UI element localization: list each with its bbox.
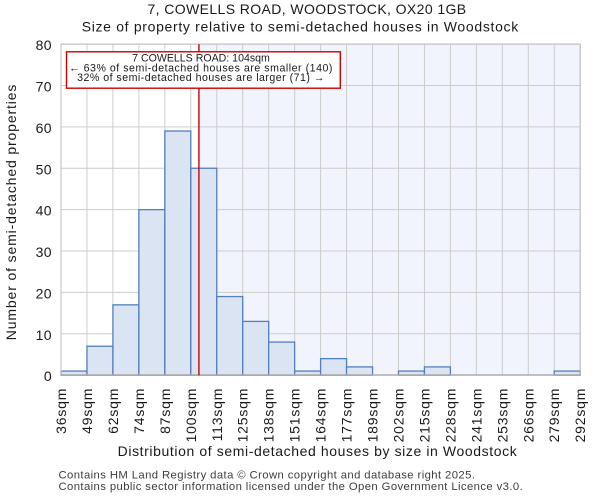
svg-text:Size of property relative to s: Size of property relative to semi-detach… xyxy=(82,19,520,35)
svg-text:7 COWELLS ROAD: 104sqm: 7 COWELLS ROAD: 104sqm xyxy=(132,52,270,64)
svg-text:36sqm: 36sqm xyxy=(53,388,69,434)
svg-text:202sqm: 202sqm xyxy=(390,388,406,443)
svg-text:← 63% of semi-detached houses: ← 63% of semi-detached houses are smalle… xyxy=(69,62,333,74)
svg-text:60: 60 xyxy=(36,120,52,136)
svg-text:74sqm: 74sqm xyxy=(131,388,147,434)
svg-text:253sqm: 253sqm xyxy=(494,388,510,443)
svg-text:Contains public sector informa: Contains public sector information licen… xyxy=(59,481,524,493)
svg-text:Contains HM Land Registry data: Contains HM Land Registry data © Crown c… xyxy=(59,470,476,482)
svg-text:228sqm: 228sqm xyxy=(442,388,458,443)
svg-text:Distribution of semi-detached: Distribution of semi-detached houses by … xyxy=(118,443,518,459)
svg-text:40: 40 xyxy=(36,203,52,219)
svg-text:279sqm: 279sqm xyxy=(546,388,562,443)
svg-text:241sqm: 241sqm xyxy=(468,388,484,443)
svg-text:292sqm: 292sqm xyxy=(572,388,588,443)
svg-text:151sqm: 151sqm xyxy=(287,388,303,443)
svg-text:20: 20 xyxy=(36,285,52,301)
svg-text:10: 10 xyxy=(36,327,52,343)
svg-text:70: 70 xyxy=(36,78,52,94)
svg-text:32% of semi-detached houses ar: 32% of semi-detached houses are larger (… xyxy=(77,72,325,84)
svg-text:113sqm: 113sqm xyxy=(209,388,225,442)
svg-text:138sqm: 138sqm xyxy=(261,388,277,443)
svg-text:164sqm: 164sqm xyxy=(313,388,329,443)
svg-text:50: 50 xyxy=(36,161,52,177)
svg-text:0: 0 xyxy=(44,368,52,384)
svg-text:189sqm: 189sqm xyxy=(365,388,381,443)
svg-text:177sqm: 177sqm xyxy=(339,388,355,443)
svg-text:62sqm: 62sqm xyxy=(105,388,121,434)
svg-text:Number of semi-detached proper: Number of semi-detached properties xyxy=(3,84,19,340)
svg-text:100sqm: 100sqm xyxy=(183,388,199,443)
svg-text:7, COWELLS ROAD, WOODSTOCK, OX: 7, COWELLS ROAD, WOODSTOCK, OX20 1GB xyxy=(147,1,466,17)
svg-text:125sqm: 125sqm xyxy=(235,388,251,443)
svg-text:215sqm: 215sqm xyxy=(416,388,432,443)
svg-text:30: 30 xyxy=(36,244,52,260)
svg-text:80: 80 xyxy=(36,37,52,53)
svg-text:49sqm: 49sqm xyxy=(79,388,95,434)
svg-text:87sqm: 87sqm xyxy=(157,388,173,434)
svg-text:266sqm: 266sqm xyxy=(520,388,536,443)
